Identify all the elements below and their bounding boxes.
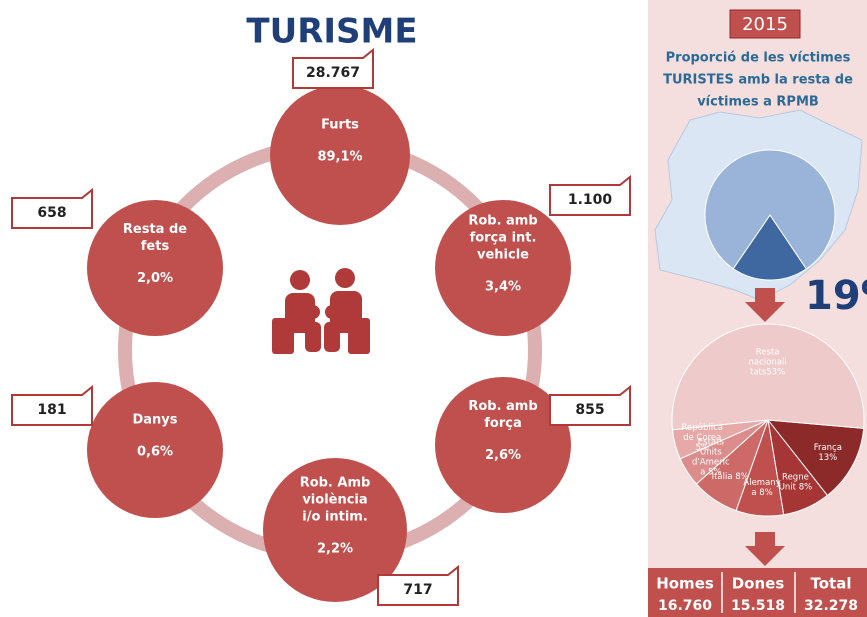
node-label: fets [141, 239, 170, 254]
nationality-slice [671, 323, 865, 431]
title: TURISME [246, 12, 417, 52]
nationality-label: Alemany [743, 478, 780, 488]
node-label: i/o intim. [302, 510, 368, 525]
node [87, 382, 223, 518]
node [435, 377, 571, 513]
node-percent: 2,6% [485, 448, 521, 463]
node [435, 200, 571, 336]
total-label: Homes [656, 575, 714, 593]
node-percent: 2,0% [137, 271, 173, 286]
nationality-label: Units [700, 447, 722, 457]
share-label: 19% [805, 273, 867, 319]
nationality-label: a 8% [751, 488, 772, 498]
nationality-label: República [681, 423, 723, 433]
node-label: vehicle [477, 248, 529, 263]
node-label: Resta de [123, 222, 187, 237]
node [87, 200, 223, 336]
family-icon [272, 268, 370, 354]
nationality-label: nacionali [749, 358, 787, 368]
node [270, 85, 410, 225]
heading: víctimes a RPMB [697, 95, 819, 110]
arrow [745, 532, 785, 566]
node-label: Rob. amb [468, 214, 537, 229]
count-box [11, 187, 93, 229]
nationality-label: tats53% [750, 368, 785, 378]
nationality-label: Resta [756, 348, 780, 358]
nationality-label: a 5% [700, 467, 721, 477]
total-value: 32.278 [804, 598, 858, 614]
count: 658 [37, 205, 66, 221]
node-label: Danys [132, 413, 177, 428]
nationality-label: Unit 8% [779, 483, 813, 493]
count-box [292, 47, 374, 89]
node-label: força [484, 416, 521, 431]
count: 1.100 [568, 192, 613, 208]
node-percent: 89,1% [317, 150, 362, 165]
node-label: Rob. amb [468, 399, 537, 414]
nationality-label: Itàlia 8% [712, 472, 749, 482]
count-box [549, 384, 631, 426]
year-box [729, 9, 801, 39]
nationality-label: de Corea [683, 433, 721, 443]
heading: TURISTES amb la resta de [663, 73, 853, 88]
total-label: Dones [732, 575, 785, 593]
total-value: 15.518 [731, 598, 785, 614]
count-box [549, 174, 631, 216]
totals-band [648, 568, 867, 617]
nationality-label: Regne [782, 473, 809, 483]
nationality-label: d'Americ [692, 457, 730, 467]
node-label: força int. [470, 231, 537, 246]
count-box [11, 384, 93, 426]
year: 2015 [742, 14, 788, 35]
count: 28.767 [306, 65, 360, 81]
count-box [377, 564, 459, 606]
heading: Proporció de les víctimes [666, 51, 851, 66]
nationality-label: 5% [696, 443, 710, 453]
node-percent: 3,4% [485, 280, 521, 295]
nationality-label: Estats [698, 437, 725, 447]
share-slice [732, 214, 808, 281]
nationality-slice [766, 419, 865, 497]
node-label: violència [302, 493, 367, 508]
total-label: Total [811, 575, 852, 593]
nationality-label: 13% [818, 453, 837, 463]
arrow [745, 288, 785, 322]
node-percent: 0,6% [137, 445, 173, 460]
total-value: 16.760 [658, 598, 712, 614]
node [263, 458, 407, 602]
count: 717 [403, 582, 432, 598]
nationality-label: França [814, 443, 842, 453]
count: 855 [575, 402, 604, 418]
count: 181 [37, 402, 66, 418]
node-percent: 2,2% [317, 542, 353, 557]
node-label: Rob. Amb [300, 476, 371, 491]
share-slice [704, 149, 836, 270]
node-label: Furts [321, 118, 359, 133]
